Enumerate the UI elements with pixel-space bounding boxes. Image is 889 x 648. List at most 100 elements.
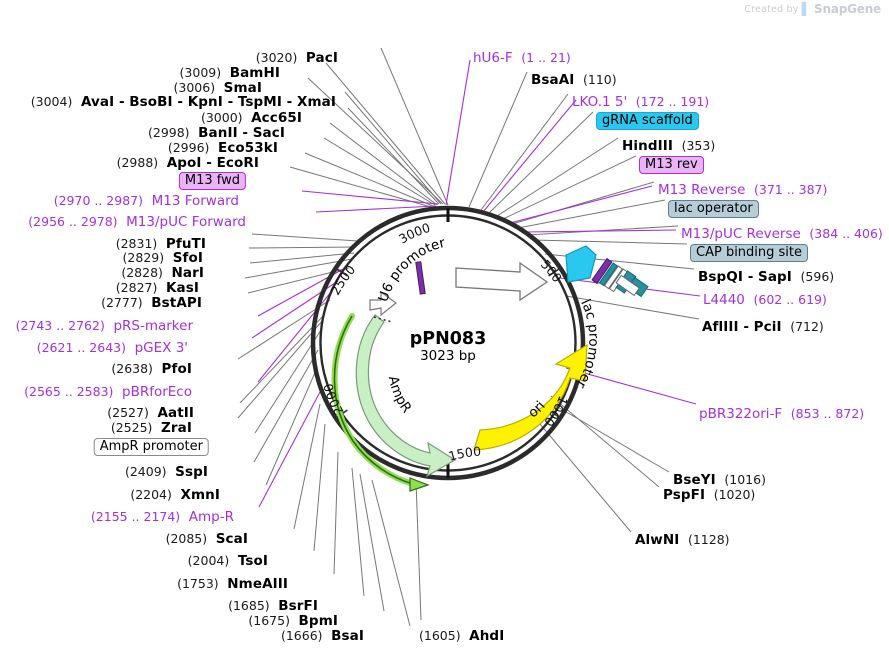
primer-label-pgex-3[interactable]: (2621 .. 2643) pGEX 3' xyxy=(37,340,188,356)
feature-badge-ampr-promoter[interactable]: AmpR promoter xyxy=(93,437,209,456)
enzyme-names: AatII xyxy=(157,405,194,421)
enzyme-label-bstapi[interactable]: (2777) BstAPI xyxy=(101,295,202,311)
enzyme-label-eco53ki[interactable]: (2996) Eco53kI xyxy=(168,140,278,156)
enzyme-name: AflIII xyxy=(702,319,739,335)
enzyme-name: NarI xyxy=(171,265,204,281)
feature-ori xyxy=(473,343,588,451)
enzyme-label-bsrfi[interactable]: (1685) BsrFI xyxy=(228,598,318,614)
enzyme-label-bseyi[interactable]: BseYI (1016) xyxy=(673,473,766,488)
enzyme-name: BanII xyxy=(198,125,238,141)
primer-position: (602 .. 619) xyxy=(753,292,827,307)
feature-ampr xyxy=(355,290,457,478)
primer-label-prs-marker[interactable]: (2743 .. 2762) pRS-marker xyxy=(16,319,193,334)
enzyme-label-bpmi[interactable]: (1675) BpmI xyxy=(248,613,338,629)
enzyme-names: ScaI xyxy=(216,531,248,547)
badge-label: M13 rev xyxy=(639,156,704,174)
primer-label-m13-puc-reverse[interactable]: M13/pUC Reverse (384 .. 406) xyxy=(681,227,883,242)
enzyme-names: BpmI xyxy=(299,613,338,629)
primer-name: pGEX 3' xyxy=(134,340,188,356)
enzyme-label-sspi[interactable]: (2409) SspI xyxy=(125,465,208,480)
primer-label-pbr322ori-f[interactable]: pBR322ori-F (853 .. 872) xyxy=(699,407,864,422)
enzyme-label-nari[interactable]: (2828) NarI xyxy=(121,265,204,281)
enzyme-name: KasI xyxy=(165,280,199,296)
enzyme-label-banii-saci[interactable]: (2998) BanII - SacI xyxy=(147,125,285,141)
enzyme-label-bsaai[interactable]: BsaAI (110) xyxy=(531,72,617,88)
feature-ampr-promoter-arc xyxy=(331,313,430,492)
enzyme-label-afliii-pcii[interactable]: AflIII - PciI (712) xyxy=(702,319,824,335)
enzyme-label-pfoi[interactable]: (2638) PfoI xyxy=(111,361,192,377)
primer-position: (371 .. 387) xyxy=(753,182,828,197)
enzyme-position: (2204) xyxy=(130,487,172,502)
enzyme-names: AvaI - BsoBI - KpnI - TspMI - XmaI xyxy=(81,94,336,110)
enzyme-label-xmni[interactable]: (2204) XmnI xyxy=(130,487,220,503)
enzyme-names: NmeAIII xyxy=(227,576,288,592)
feature-badge-lac-operator[interactable]: lac operator xyxy=(668,199,759,218)
enzyme-name: PciI xyxy=(753,319,782,335)
enzyme-position: (110) xyxy=(583,72,617,87)
badge-label: M13 fwd xyxy=(178,172,246,190)
primer-label-hu6-f[interactable]: hU6-F (1 .. 21) xyxy=(473,50,571,66)
enzyme-label-pspfi[interactable]: PspFI (1020) xyxy=(663,487,756,503)
enzyme-name: HindIII xyxy=(622,138,673,154)
primer-label-pbrforeco[interactable]: (2565 .. 2583) pBRforEco xyxy=(24,385,192,400)
enzyme-label-kasi[interactable]: (2827) KasI xyxy=(116,280,199,296)
enzyme-label-sfoi[interactable]: (2829) SfoI xyxy=(123,251,203,266)
enzyme-label-apoi-ecori[interactable]: (2988) ApoI - EcoRI xyxy=(117,155,259,171)
enzyme-label-smai[interactable]: (3006) SmaI xyxy=(174,80,263,96)
enzyme-position: (2831) xyxy=(115,236,158,251)
watermark-brand: SnapGene xyxy=(814,2,881,16)
enzyme-name: AatII xyxy=(157,405,194,421)
enzyme-label-avai-bsobi-kpni-tspmi-xmai[interactable]: (3004) AvaI - BsoBI - KpnI - TspMI - Xma… xyxy=(31,94,336,110)
enzyme-name: BsrFI xyxy=(278,598,318,614)
enzyme-position: (1675) xyxy=(248,613,290,628)
enzyme-name: Eco53kI xyxy=(218,140,278,156)
enzyme-name: AhdI xyxy=(469,628,505,644)
enzyme-label-bspqi-sapi[interactable]: BspQI - SapI (596) xyxy=(698,269,834,285)
enzyme-label-nmeaiii[interactable]: (1753) NmeAIII xyxy=(177,576,288,592)
enzyme-label-zrai[interactable]: (2525) ZraI xyxy=(111,420,192,436)
enzyme-label-hindiii[interactable]: HindIII (353) xyxy=(622,138,715,154)
enzyme-label-acc65i[interactable]: (3000) Acc65I xyxy=(201,111,302,126)
enzyme-label-alwni[interactable]: AlwNI (1128) xyxy=(635,533,730,548)
enzyme-label-scai[interactable]: (2085) ScaI xyxy=(166,531,248,547)
enzyme-label-tsoi[interactable]: (2004) TsoI xyxy=(188,554,268,569)
enzyme-name-separator: - xyxy=(743,269,759,285)
enzyme-names: BsaI xyxy=(331,628,364,644)
primer-label-amp-r[interactable]: (2155 .. 2174) Amp-R xyxy=(91,510,234,525)
svg-text:AmpR: AmpR xyxy=(385,374,415,416)
enzyme-position: (1605) xyxy=(419,628,461,643)
enzyme-name: BstAPI xyxy=(151,295,202,311)
feature-badge-m13-rev[interactable]: M13 rev xyxy=(639,155,704,174)
enzyme-label-ahdi[interactable]: (1605) AhdI xyxy=(419,628,505,644)
enzyme-name: SmaI xyxy=(223,80,262,96)
enzyme-position: (1666) xyxy=(280,628,323,643)
enzyme-name-separator: - xyxy=(201,155,217,171)
enzyme-name: BspQI xyxy=(698,269,743,285)
enzyme-label-bamhi[interactable]: (3009) BamHI xyxy=(180,66,280,81)
enzyme-label-pfuti[interactable]: (2831) PfuTI xyxy=(115,236,206,252)
feature-badge-m13-fwd[interactable]: M13 fwd xyxy=(178,171,246,190)
enzyme-position: (1020) xyxy=(713,487,756,502)
enzyme-name: ScaI xyxy=(215,531,248,547)
primer-label-l4440[interactable]: L4440 (602 .. 619) xyxy=(703,292,827,308)
enzyme-label-paci[interactable]: (3020) PacI xyxy=(256,50,338,66)
feature-badge-cap-binding-site[interactable]: CAP binding site xyxy=(690,243,809,262)
feature-badge-grna-scaffold[interactable]: gRNA scaffold xyxy=(596,111,699,130)
primer-label-lko-1-5[interactable]: LKO.1 5' (172 .. 191) xyxy=(572,95,709,110)
primer-label-m13-forward[interactable]: (2970 .. 2987) M13 Forward xyxy=(54,194,239,209)
primer-position: (1 .. 21) xyxy=(521,50,571,65)
enzyme-name: SapI xyxy=(758,269,792,285)
enzyme-name: PfuTI xyxy=(165,236,206,252)
enzyme-names: PfoI xyxy=(162,361,192,377)
primer-label-m13-reverse[interactable]: M13 Reverse (371 .. 387) xyxy=(658,182,828,198)
enzyme-position: (2998) xyxy=(147,125,190,140)
enzyme-position: (2828) xyxy=(121,265,163,280)
enzyme-label-aatii[interactable]: (2527) AatII xyxy=(107,405,194,421)
enzyme-name-separator: - xyxy=(738,319,754,335)
enzyme-names: PacI xyxy=(306,50,338,66)
enzyme-names: ZraI xyxy=(161,420,192,436)
enzyme-label-bsai[interactable]: (1666) BsaI xyxy=(280,628,364,644)
primer-label-m13-puc-forward[interactable]: (2956 .. 2978) M13/pUC Forward xyxy=(28,215,246,230)
